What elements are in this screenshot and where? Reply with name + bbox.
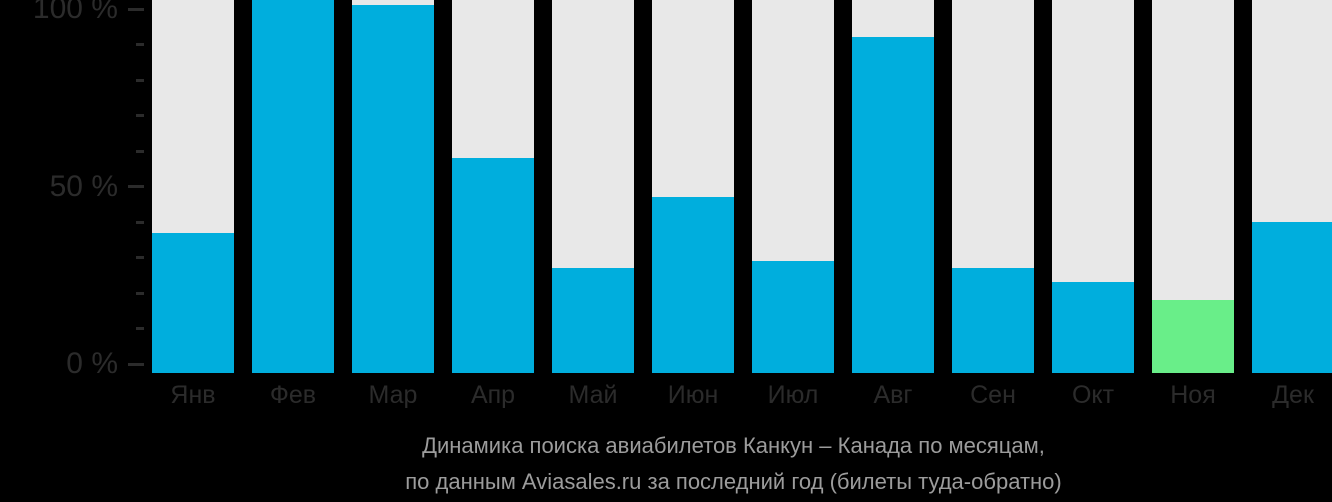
bar-Авг[interactable] [852,37,934,373]
bar-column [152,0,234,373]
y-axis-label: 50 % [49,169,118,203]
plot-area: 100 % 50 % 0 % [32,0,1332,379]
x-axis-label: Фев [269,381,317,409]
x-axis-label: Дек [1272,381,1314,409]
bar-column [1252,0,1332,373]
bar-column [352,0,434,373]
chart-title: Динамика поиска авиабилетов Канкун – Кан… [422,433,1045,458]
y-axis-minor-tick [136,114,144,117]
x-axis-label: Мар [368,381,418,409]
x-axis-label: Апр [470,381,516,409]
y-axis-minor-tick [136,256,144,259]
x-axis-label: Ноя [1170,381,1216,409]
bar-column [252,0,334,373]
bar-Мар[interactable] [352,5,434,373]
y-axis-minor-tick [136,149,144,153]
chart-caption: Динамика поиска авиабилетов Канкун – Кан… [135,428,1332,500]
y-axis-label: 100 % [32,0,118,25]
x-axis-label: Янв [170,381,216,409]
y-axis-major-tick [128,185,144,188]
x-axis-label: Июн [667,381,719,409]
y-axis-label: 0 % [66,347,118,380]
y-axis-major-tick [128,362,144,366]
y-axis-minor-tick [136,43,144,46]
bar-Сен[interactable] [952,268,1034,373]
x-axis-label: Сен [970,381,1016,409]
bar-column [1152,0,1234,373]
x-axis-label: Май [568,381,618,409]
y-axis-minor-tick [136,220,144,224]
chart-subtitle: по данным Aviasales.ru за последний год … [405,469,1062,494]
bar-Июн[interactable] [652,197,734,373]
bar-Ноя[interactable] [1152,300,1234,373]
bar-column [652,0,734,373]
bar-column [1052,0,1134,373]
y-axis-minor-tick [136,327,144,330]
x-axis-label: Июл [767,381,819,409]
bar-column [552,0,634,373]
y-axis-major-tick [128,7,144,11]
x-axis-label: Окт [1071,381,1115,409]
bar-column [852,0,934,373]
bar-Фев[interactable] [252,0,334,373]
bar-Июл[interactable] [752,261,834,373]
bar-Апр[interactable] [452,158,534,373]
bar-Дек[interactable] [1252,222,1332,373]
bar-column [952,0,1034,373]
y-axis-minor-tick [136,78,144,82]
bar-Янв[interactable] [152,232,234,373]
bar-column [752,0,834,373]
bar-column [452,0,534,373]
bar-Май[interactable] [552,268,634,373]
bar-Окт[interactable] [1052,282,1134,373]
y-axis-minor-tick [136,291,144,295]
x-axis-label: Авг [873,381,913,409]
